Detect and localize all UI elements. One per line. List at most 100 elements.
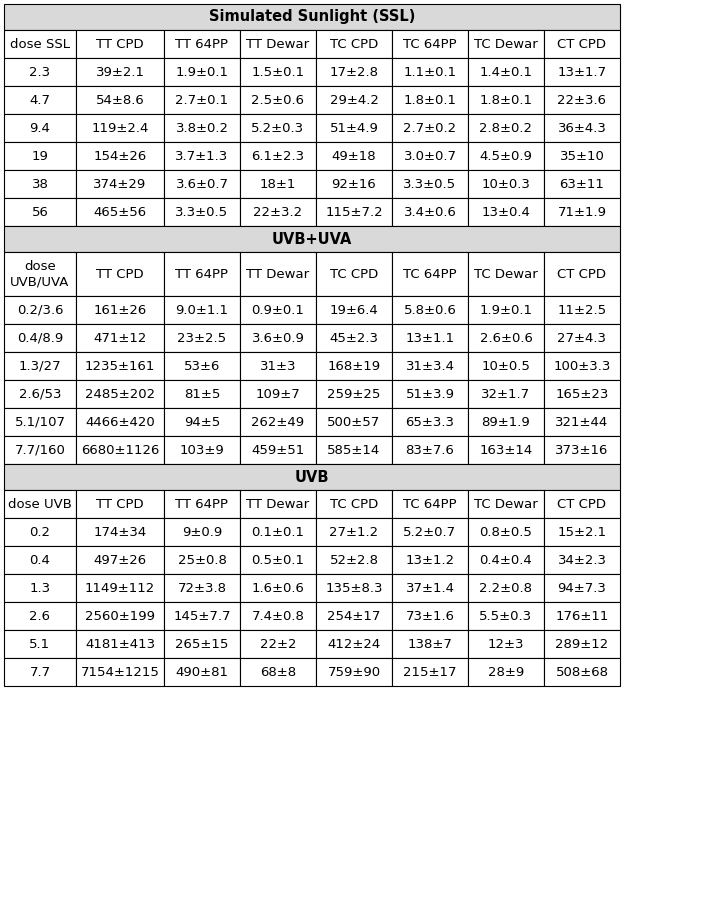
Bar	[468, 380, 544, 408]
Text: 32±1.7: 32±1.7	[481, 387, 531, 401]
Bar	[164, 114, 240, 142]
Bar	[4, 490, 76, 518]
Text: 0.1±0.1: 0.1±0.1	[252, 525, 304, 538]
Text: 0.4: 0.4	[30, 554, 51, 566]
Bar	[76, 436, 164, 464]
Bar	[316, 436, 392, 464]
Text: 5.1/107: 5.1/107	[14, 415, 65, 428]
Bar	[76, 30, 164, 58]
Text: 254±17: 254±17	[327, 610, 381, 623]
Bar	[544, 408, 620, 436]
Bar	[544, 30, 620, 58]
Bar	[164, 30, 240, 58]
Text: 13±1.2: 13±1.2	[405, 554, 455, 566]
Text: 56: 56	[32, 205, 49, 218]
Bar	[392, 658, 468, 686]
Bar	[4, 58, 76, 86]
Text: 54±8.6: 54±8.6	[96, 94, 144, 106]
Text: 168±19: 168±19	[328, 359, 381, 373]
Bar	[164, 86, 240, 114]
Text: 135±8.3: 135±8.3	[326, 582, 383, 594]
Text: 759±90: 759±90	[328, 665, 381, 678]
Bar	[4, 464, 620, 490]
Bar	[164, 658, 240, 686]
Bar	[76, 518, 164, 546]
Bar	[468, 574, 544, 602]
Bar	[392, 142, 468, 170]
Text: 22±3.2: 22±3.2	[254, 205, 302, 218]
Text: 2.7±0.1: 2.7±0.1	[175, 94, 228, 106]
Text: TC 64PP: TC 64PP	[403, 497, 457, 511]
Text: CT CPD: CT CPD	[558, 267, 607, 281]
Bar	[468, 58, 544, 86]
Text: 17±2.8: 17±2.8	[329, 65, 378, 78]
Bar	[544, 170, 620, 198]
Bar	[4, 408, 76, 436]
Text: 7.7/160: 7.7/160	[14, 444, 65, 456]
Text: 2.6: 2.6	[30, 610, 51, 623]
Text: 174±34: 174±34	[94, 525, 146, 538]
Bar	[76, 198, 164, 226]
Text: 89±1.9: 89±1.9	[481, 415, 531, 428]
Text: TC Dewar: TC Dewar	[474, 37, 538, 51]
Bar	[316, 490, 392, 518]
Text: 0.4/8.9: 0.4/8.9	[17, 332, 63, 345]
Bar	[316, 630, 392, 658]
Bar	[316, 518, 392, 546]
Bar	[164, 170, 240, 198]
Text: UVB+UVA: UVB+UVA	[272, 232, 352, 246]
Bar	[4, 142, 76, 170]
Text: 508±68: 508±68	[555, 665, 608, 678]
Text: 215±17: 215±17	[403, 665, 457, 678]
Text: dose SSL: dose SSL	[10, 37, 70, 51]
Text: 51±4.9: 51±4.9	[330, 122, 378, 135]
Bar	[316, 352, 392, 380]
Bar	[76, 658, 164, 686]
Bar	[240, 198, 316, 226]
Text: 31±3.4: 31±3.4	[405, 359, 455, 373]
Bar	[392, 546, 468, 574]
Text: 265±15: 265±15	[175, 637, 228, 651]
Text: TT CPD: TT CPD	[96, 497, 144, 511]
Bar	[316, 198, 392, 226]
Bar	[316, 86, 392, 114]
Bar	[164, 574, 240, 602]
Bar	[544, 602, 620, 630]
Bar	[392, 324, 468, 352]
Bar	[76, 490, 164, 518]
Text: 1.8±0.1: 1.8±0.1	[479, 94, 532, 106]
Bar	[4, 436, 76, 464]
Bar	[4, 114, 76, 142]
Text: 165±23: 165±23	[555, 387, 609, 401]
Text: 22±2: 22±2	[260, 637, 297, 651]
Text: 3.4±0.6: 3.4±0.6	[404, 205, 457, 218]
Text: 7.7: 7.7	[30, 665, 51, 678]
Bar	[392, 352, 468, 380]
Text: 34±2.3: 34±2.3	[558, 554, 607, 566]
Bar	[240, 602, 316, 630]
Text: 53±6: 53±6	[184, 359, 220, 373]
Bar	[240, 114, 316, 142]
Bar	[240, 324, 316, 352]
Bar	[164, 546, 240, 574]
Bar	[392, 630, 468, 658]
Bar	[240, 490, 316, 518]
Text: 2560±199: 2560±199	[85, 610, 155, 623]
Text: TT Dewar: TT Dewar	[247, 497, 310, 511]
Text: 0.8±0.5: 0.8±0.5	[479, 525, 532, 538]
Bar	[468, 602, 544, 630]
Text: 25±0.8: 25±0.8	[178, 554, 226, 566]
Bar	[316, 296, 392, 324]
Bar	[316, 602, 392, 630]
Bar	[392, 252, 468, 296]
Text: 4466±420: 4466±420	[85, 415, 155, 428]
Bar	[544, 658, 620, 686]
Text: 5.2±0.3: 5.2±0.3	[252, 122, 304, 135]
Text: 29±4.2: 29±4.2	[330, 94, 378, 106]
Text: 19: 19	[32, 149, 49, 163]
Bar	[316, 380, 392, 408]
Bar	[240, 658, 316, 686]
Text: 6680±1126: 6680±1126	[80, 444, 160, 456]
Text: 115±7.2: 115±7.2	[326, 205, 383, 218]
Bar	[392, 58, 468, 86]
